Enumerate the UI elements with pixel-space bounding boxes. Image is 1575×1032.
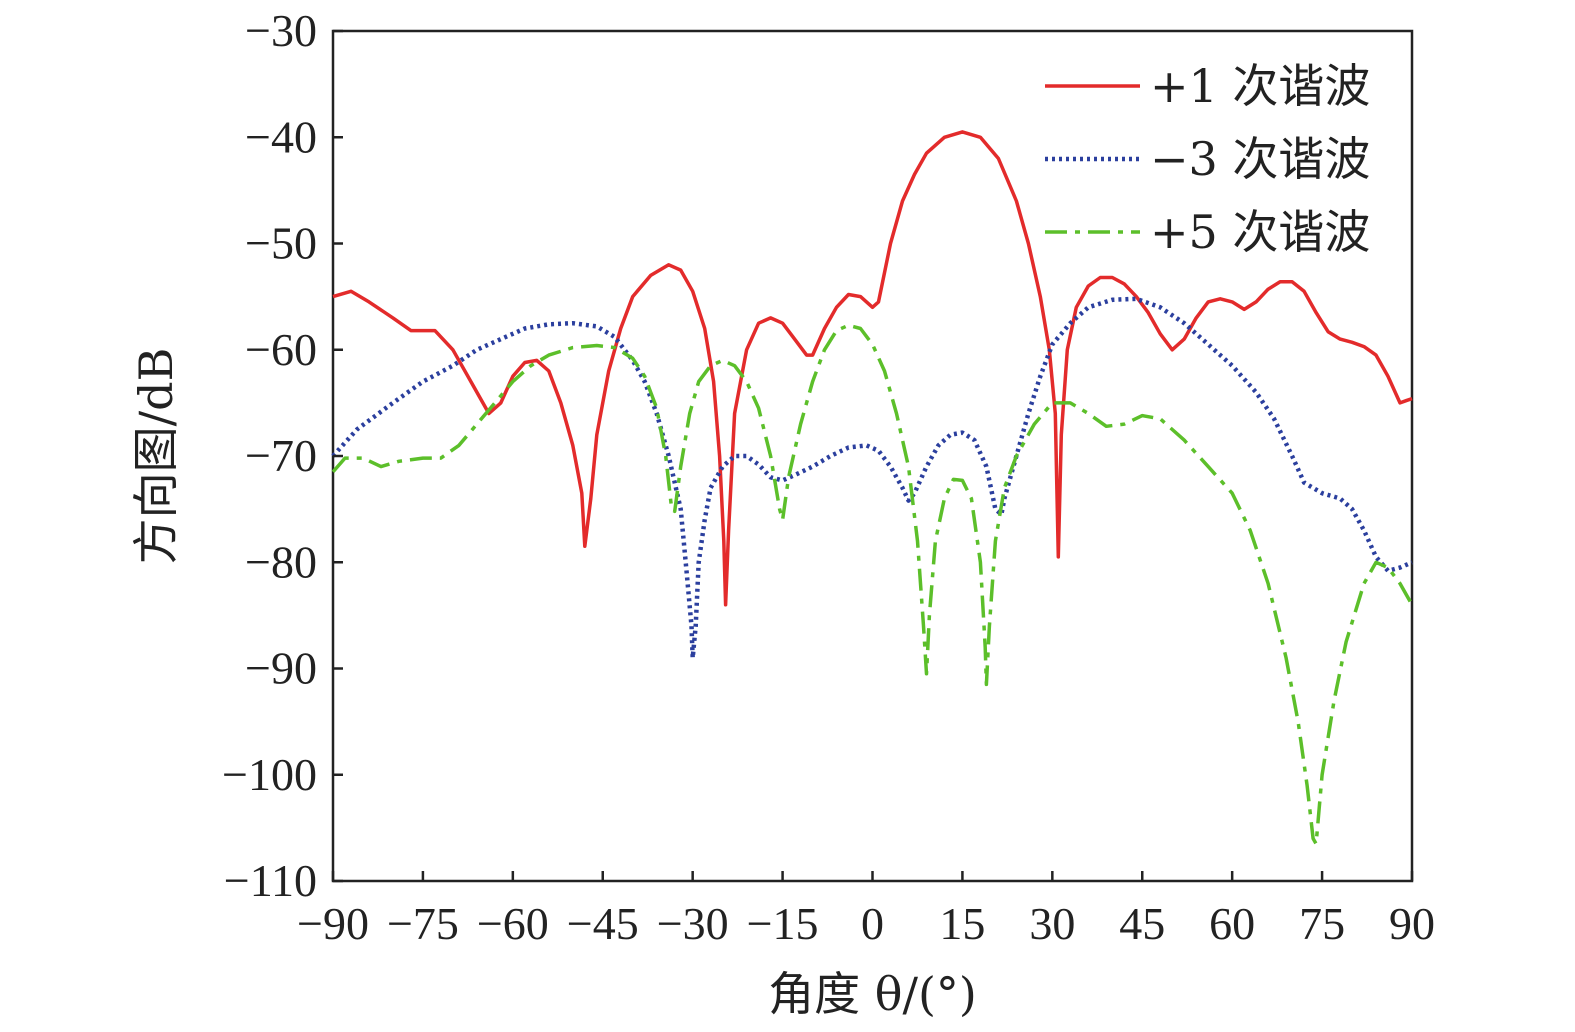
x-tick-label: −60 (477, 898, 549, 949)
x-axis-title: 角度 θ/(°) (768, 967, 977, 1021)
x-tick-label: −75 (387, 898, 459, 949)
x-tick-label: −30 (657, 898, 729, 949)
x-tick-label: −15 (747, 898, 819, 949)
y-tick-label: −100 (222, 749, 317, 800)
x-tick-label: 75 (1299, 898, 1345, 949)
legend-label: +1 次谐波 (1150, 59, 1370, 113)
x-tick-label: 0 (861, 898, 884, 949)
y-tick-label: −50 (245, 218, 317, 269)
y-tick-label: −30 (245, 5, 317, 56)
legend-label: −3 次谐波 (1150, 132, 1370, 186)
x-tick-label: −45 (567, 898, 639, 949)
series-line-3 (331, 323, 1414, 846)
series-line-1 (332, 130, 1413, 607)
y-tick-label: −110 (224, 855, 317, 906)
x-axis: −90 −75 −60 −45 −30 −15 0 15 30 45 60 75 90 (297, 871, 1435, 949)
x-tick-label: 90 (1389, 898, 1435, 949)
series-line-2 (331, 296, 1413, 661)
x-tick-label: 15 (939, 898, 985, 949)
y-tick-label: −40 (245, 111, 317, 162)
x-tick-label: −90 (297, 898, 369, 949)
legend-label: +5 次谐波 (1150, 205, 1370, 259)
y-tick-label: −80 (245, 536, 317, 587)
legend: +1 次谐波 −3 次谐波 +5 次谐波 (1045, 59, 1370, 259)
y-tick-label: −70 (245, 430, 317, 481)
y-tick-label: −60 (245, 324, 317, 375)
x-tick-label: 60 (1209, 898, 1255, 949)
y-axis-title: 方向图/dB (129, 348, 183, 565)
y-axis: −30 −40 −50 −60 −70 −80 −90 −100 −110 (222, 5, 343, 906)
x-tick-label: 30 (1029, 898, 1075, 949)
y-tick-label: −90 (245, 643, 317, 694)
series-layer (331, 130, 1414, 846)
x-tick-label: 45 (1119, 898, 1165, 949)
